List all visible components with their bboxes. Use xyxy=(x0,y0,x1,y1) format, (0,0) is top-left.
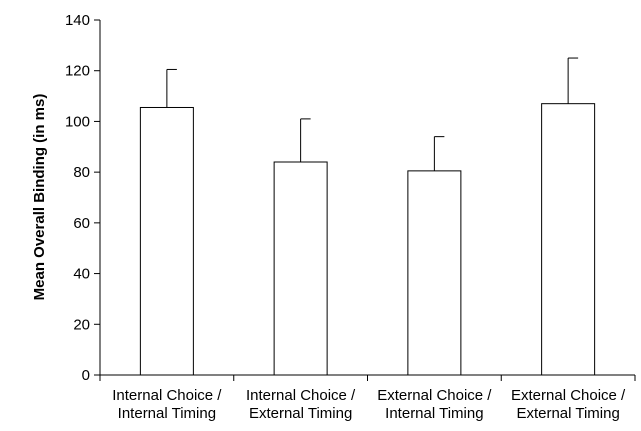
category-label: Internal Timing xyxy=(118,405,216,422)
category-label: External Choice / xyxy=(511,387,626,404)
y-tick-label: 80 xyxy=(73,164,90,181)
y-tick-label: 40 xyxy=(73,266,90,283)
bars xyxy=(139,103,596,376)
x-axis xyxy=(99,374,636,381)
y-tick-label: 100 xyxy=(65,113,90,130)
category-label: External Timing xyxy=(249,405,352,422)
y-tick-label: 140 xyxy=(65,12,90,29)
bar xyxy=(273,161,328,376)
category-label: Internal Timing xyxy=(385,405,483,422)
category-label: External Choice / xyxy=(377,387,492,404)
y-tick-label: 0 xyxy=(82,367,90,384)
bar xyxy=(407,170,462,376)
category-labels: Internal Choice /Internal TimingInternal… xyxy=(112,387,626,422)
category-label: Internal Choice / xyxy=(112,387,222,404)
y-tick-label: 20 xyxy=(73,316,90,333)
bar xyxy=(541,103,596,376)
y-tick-label: 60 xyxy=(73,215,90,232)
category-label: Internal Choice / xyxy=(246,387,356,404)
y-tick-label: 120 xyxy=(65,63,90,80)
bar xyxy=(139,106,194,376)
category-label: External Timing xyxy=(516,405,619,422)
y-axis-title: Mean Overall Binding (in ms) xyxy=(31,94,48,301)
error-bars xyxy=(166,57,579,171)
y-axis: 0 20 40 60 80 100 120 140 xyxy=(65,12,101,384)
